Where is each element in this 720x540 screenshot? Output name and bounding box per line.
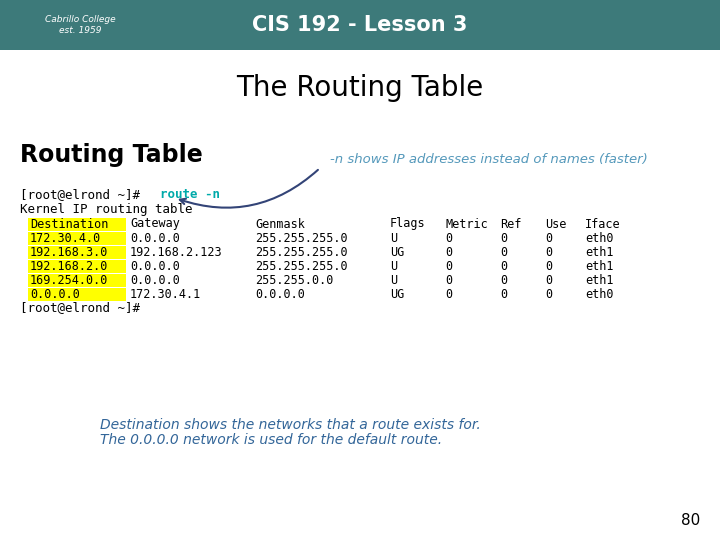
Bar	[28, 218, 126, 231]
Text: 80: 80	[680, 513, 700, 528]
Text: UG: UG	[390, 287, 404, 300]
Text: Destination shows the networks that a route exists for.: Destination shows the networks that a ro…	[100, 418, 481, 432]
Text: 255.255.0.0: 255.255.0.0	[255, 273, 333, 287]
Text: Flags: Flags	[390, 218, 426, 231]
Text: 0: 0	[545, 273, 552, 287]
Text: 0: 0	[545, 287, 552, 300]
Text: 0.0.0.0: 0.0.0.0	[30, 287, 80, 300]
Text: The 0.0.0.0 network is used for the default route.: The 0.0.0.0 network is used for the defa…	[100, 433, 442, 447]
Text: [root@elrond ~]#: [root@elrond ~]#	[20, 188, 148, 201]
Text: [root@elrond ~]#: [root@elrond ~]#	[20, 301, 140, 314]
Text: 255.255.255.0: 255.255.255.0	[255, 260, 348, 273]
Text: Iface: Iface	[585, 218, 621, 231]
Text: 0: 0	[445, 260, 452, 273]
Text: Gateway: Gateway	[130, 218, 180, 231]
Text: 255.255.255.0: 255.255.255.0	[255, 246, 348, 259]
Text: 192.168.2.123: 192.168.2.123	[130, 246, 222, 259]
Text: route -n: route -n	[160, 188, 220, 201]
Text: -n shows IP addresses instead of names (faster): -n shows IP addresses instead of names (…	[330, 153, 648, 166]
Bar	[28, 287, 126, 300]
Text: 0: 0	[545, 246, 552, 259]
Bar	[28, 232, 126, 245]
Text: U: U	[390, 232, 397, 245]
Text: 255.255.255.0: 255.255.255.0	[255, 232, 348, 245]
Text: 172.30.4.0: 172.30.4.0	[30, 232, 102, 245]
Text: 0.0.0.0: 0.0.0.0	[130, 273, 180, 287]
Text: 0: 0	[445, 232, 452, 245]
Text: Cabrillo College
est. 1959: Cabrillo College est. 1959	[45, 15, 115, 35]
Text: 0: 0	[500, 287, 507, 300]
Bar	[28, 273, 126, 287]
Text: eth0: eth0	[585, 287, 613, 300]
Text: 0.0.0.0: 0.0.0.0	[130, 260, 180, 273]
Text: 0.0.0.0: 0.0.0.0	[255, 287, 305, 300]
Text: 0: 0	[445, 273, 452, 287]
Text: Kernel IP routing table: Kernel IP routing table	[20, 202, 192, 215]
Text: Genmask: Genmask	[255, 218, 305, 231]
Text: 0: 0	[445, 287, 452, 300]
Text: 192.168.2.0: 192.168.2.0	[30, 260, 109, 273]
Text: 0: 0	[500, 232, 507, 245]
Text: U: U	[390, 273, 397, 287]
Text: UG: UG	[390, 246, 404, 259]
Text: CIS 192 - Lesson 3: CIS 192 - Lesson 3	[252, 15, 468, 35]
Text: Use: Use	[545, 218, 567, 231]
Text: 0: 0	[545, 260, 552, 273]
Text: U: U	[390, 260, 397, 273]
Bar	[28, 260, 126, 273]
Text: 0: 0	[500, 246, 507, 259]
Text: Metric: Metric	[445, 218, 487, 231]
Text: 192.168.3.0: 192.168.3.0	[30, 246, 109, 259]
Text: Ref: Ref	[500, 218, 521, 231]
Text: 172.30.4.1: 172.30.4.1	[130, 287, 202, 300]
Text: 0: 0	[500, 273, 507, 287]
Bar	[0, 0, 720, 50]
Text: eth0: eth0	[585, 232, 613, 245]
Text: 169.254.0.0: 169.254.0.0	[30, 273, 109, 287]
Bar	[28, 246, 126, 259]
Text: 0.0.0.0: 0.0.0.0	[130, 232, 180, 245]
Text: eth1: eth1	[585, 273, 613, 287]
Text: eth1: eth1	[585, 246, 613, 259]
Text: Routing Table: Routing Table	[20, 143, 203, 167]
Text: eth1: eth1	[585, 260, 613, 273]
Text: Destination: Destination	[30, 218, 109, 231]
Text: 0: 0	[500, 260, 507, 273]
Text: 0: 0	[445, 246, 452, 259]
Text: 0: 0	[545, 232, 552, 245]
Text: The Routing Table: The Routing Table	[236, 74, 484, 102]
